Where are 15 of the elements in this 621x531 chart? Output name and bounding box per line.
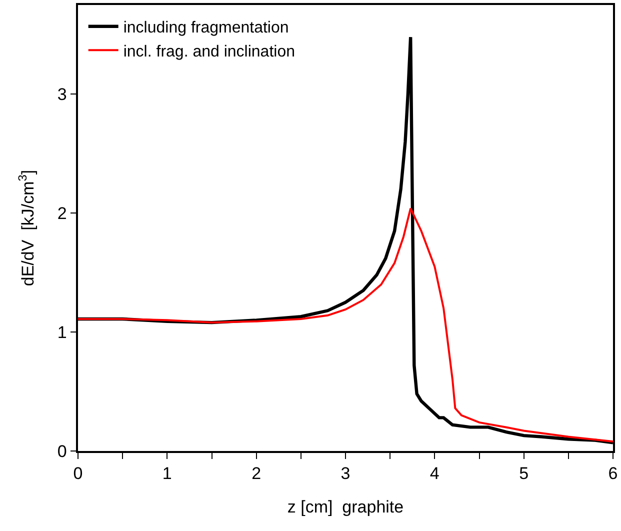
legend-label: incl. frag. and inclination: [123, 43, 296, 60]
x-tick-label: 3: [340, 464, 350, 484]
y-tick-label: 2: [57, 204, 67, 224]
x-tick-label: 5: [519, 464, 529, 484]
legend-label: including fragmentation: [123, 20, 289, 37]
x-tick-label: 1: [162, 464, 172, 484]
y-tick-label: 3: [57, 85, 67, 104]
y-tick-label: 0: [57, 442, 67, 461]
x-tick-label: 4: [430, 464, 440, 484]
x-tick-label: 6: [608, 464, 618, 484]
x-axis-title: z [cm] graphite: [287, 498, 404, 516]
x-tick-label: 2: [252, 464, 262, 484]
line-series: [78, 207, 613, 442]
y-tick-label: 1: [57, 323, 67, 342]
x-tick-label: 0: [73, 464, 83, 484]
